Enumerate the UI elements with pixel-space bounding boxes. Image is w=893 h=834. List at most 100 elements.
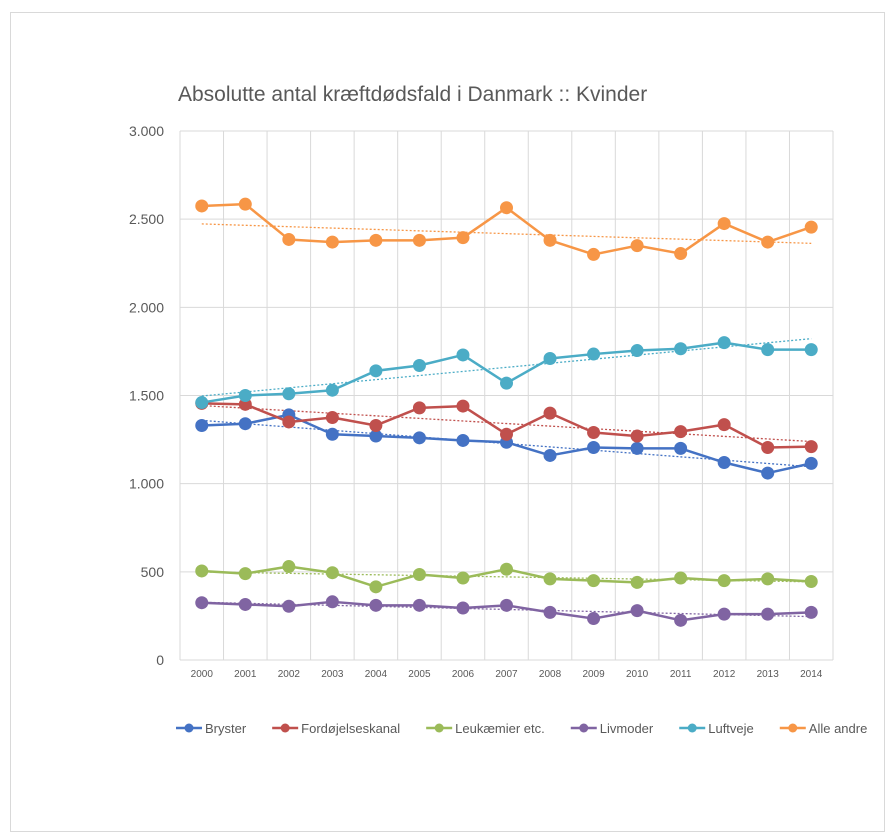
data-point — [543, 448, 557, 462]
data-point — [717, 607, 731, 621]
data-point — [325, 595, 339, 609]
data-point — [717, 217, 731, 231]
data-point — [717, 418, 731, 432]
data-point — [674, 571, 688, 585]
data-point — [456, 399, 470, 413]
data-point — [369, 364, 383, 378]
x-tick-label: 2013 — [757, 669, 780, 680]
x-tick-label: 2005 — [408, 669, 431, 680]
data-point — [630, 441, 644, 455]
data-point — [543, 406, 557, 420]
data-point — [674, 613, 688, 627]
data-point — [456, 433, 470, 447]
data-point — [587, 574, 601, 588]
data-point — [804, 605, 818, 619]
data-point — [804, 343, 818, 357]
data-point — [195, 418, 209, 432]
legend-marker — [788, 723, 798, 733]
data-point — [238, 417, 252, 431]
data-point — [761, 607, 775, 621]
data-point — [587, 441, 601, 455]
data-point — [761, 572, 775, 586]
data-point — [238, 389, 252, 402]
x-tick-label: 2009 — [582, 669, 605, 680]
data-point — [587, 347, 601, 361]
data-point — [761, 235, 775, 249]
data-point — [804, 456, 818, 470]
data-point — [674, 425, 688, 439]
data-point — [543, 233, 557, 247]
data-point — [804, 575, 818, 589]
y-tick-label: 0 — [156, 652, 164, 668]
y-tick-label: 3.000 — [129, 123, 164, 139]
x-axis-tick-labels: 2000 2001 2002 2003 2004 2005 2006 2007 2008 2009… — [191, 669, 823, 680]
data-point — [630, 604, 644, 618]
data-point — [761, 466, 775, 480]
data-point — [412, 401, 426, 415]
legend-label: Luftveje — [708, 721, 754, 736]
legend-label: Alle andre — [809, 721, 868, 736]
x-tick-label: 2006 — [452, 669, 475, 680]
data-point — [456, 231, 470, 245]
chart-title: Absolutte antal kræftdødsfald i Danmark … — [178, 83, 647, 106]
data-point — [456, 571, 470, 585]
data-point — [325, 427, 339, 441]
data-point — [412, 567, 426, 581]
data-point — [195, 396, 209, 410]
trendline — [201, 223, 812, 244]
data-point — [500, 376, 513, 390]
x-tick-label: 2012 — [713, 669, 736, 680]
y-tick-label: 1.000 — [129, 476, 164, 492]
data-point — [804, 220, 818, 234]
y-tick-label: 2.000 — [129, 299, 164, 315]
data-point — [630, 239, 644, 253]
data-point — [543, 351, 557, 365]
data-point — [717, 574, 731, 588]
x-tick-label: 2014 — [800, 669, 823, 680]
data-point — [674, 247, 688, 261]
data-point — [587, 612, 601, 626]
data-point — [630, 575, 644, 589]
trendline — [201, 404, 812, 443]
legend-label: Leukæmier etc. — [455, 721, 545, 736]
trendline — [201, 571, 812, 583]
x-tick-label: 2007 — [495, 669, 518, 680]
x-tick-label: 2003 — [321, 669, 344, 680]
data-point — [543, 572, 557, 586]
data-point — [238, 597, 252, 611]
data-point — [674, 342, 688, 356]
legend-marker — [184, 723, 194, 733]
data-point — [500, 562, 513, 576]
legend-label: Bryster — [205, 721, 247, 736]
data-point — [282, 232, 296, 246]
data-point — [369, 580, 383, 594]
data-point — [456, 601, 470, 615]
data-point — [717, 456, 731, 470]
data-point — [412, 431, 426, 445]
data-point — [456, 348, 470, 362]
data-point — [282, 387, 296, 401]
data-point — [587, 426, 601, 440]
data-point — [369, 598, 383, 612]
data-point — [630, 429, 644, 443]
x-tick-label: 2008 — [539, 669, 562, 680]
data-point — [630, 344, 644, 358]
data-point — [195, 199, 209, 213]
data-point — [500, 201, 513, 215]
data-point — [369, 429, 383, 443]
data-point — [195, 564, 209, 578]
x-tick-label: 2004 — [365, 669, 388, 680]
x-tick-label: 2002 — [278, 669, 301, 680]
data-point — [500, 598, 513, 612]
data-point — [369, 418, 383, 432]
data-point — [587, 247, 601, 261]
data-point — [282, 599, 296, 613]
legend: Bryster Fordøjelseskanal Leukæmier etc. Liv… — [176, 721, 867, 736]
data-point — [195, 596, 209, 610]
data-point — [804, 440, 818, 454]
data-point — [412, 359, 426, 373]
data-point — [325, 383, 339, 397]
data-point — [369, 233, 383, 247]
data-point — [282, 415, 296, 429]
data-point — [761, 441, 775, 455]
